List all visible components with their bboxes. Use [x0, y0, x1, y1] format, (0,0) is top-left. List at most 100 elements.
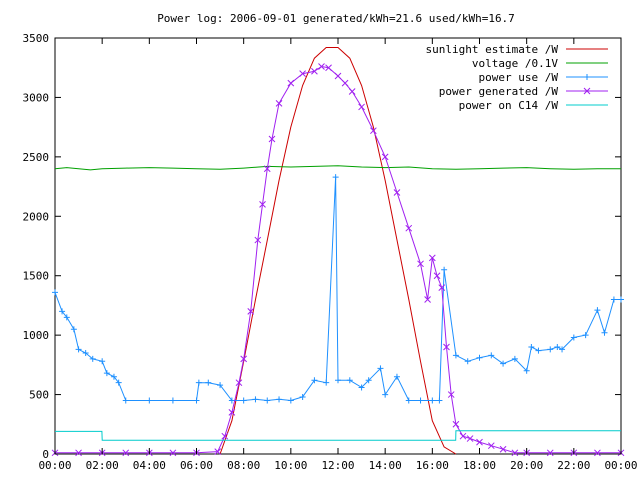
data-point	[325, 64, 332, 72]
data-point	[276, 396, 283, 403]
data-point	[464, 358, 471, 365]
data-point	[89, 355, 96, 362]
data-point	[452, 420, 460, 428]
y-tick-label: 500	[29, 389, 49, 402]
data-point	[299, 70, 306, 78]
data-point	[221, 432, 229, 440]
data-point	[195, 379, 202, 386]
series-layer	[51, 47, 625, 457]
x-tick-label: 16:00	[416, 459, 449, 472]
data-point	[438, 284, 446, 291]
data-point	[254, 236, 262, 244]
x-tick-label: 04:00	[133, 459, 166, 472]
data-point	[429, 397, 436, 404]
data-point	[193, 397, 200, 404]
data-point	[205, 379, 212, 386]
series-line	[55, 65, 621, 454]
data-point	[594, 307, 601, 314]
data-point	[459, 432, 467, 440]
data-point	[263, 165, 271, 173]
legend-label: sunlight estimate /W	[426, 43, 559, 56]
data-point	[487, 442, 495, 450]
data-point	[82, 349, 89, 356]
y-tick-label: 2000	[23, 210, 50, 223]
data-point	[228, 397, 235, 404]
data-point	[610, 296, 617, 303]
data-point	[382, 391, 389, 398]
data-point	[240, 397, 247, 404]
data-point	[443, 343, 450, 351]
data-point	[377, 365, 384, 372]
data-point	[146, 397, 153, 404]
y-tick-label: 1500	[23, 270, 50, 283]
x-tick-label: 14:00	[369, 459, 402, 472]
series-line	[55, 430, 621, 441]
data-point	[441, 266, 448, 273]
x-tick-label: 12:00	[321, 459, 354, 472]
data-point	[252, 396, 259, 403]
x-tick-label: 00:00	[604, 459, 637, 472]
data-point	[393, 189, 401, 196]
data-point	[358, 103, 365, 111]
legend-marker	[584, 74, 590, 80]
data-point	[535, 347, 542, 354]
data-point	[424, 296, 431, 303]
series-power-on-c14-w	[55, 430, 621, 441]
legend-item: power generated /W	[439, 85, 608, 98]
data-point	[323, 379, 330, 386]
data-point	[59, 308, 66, 315]
data-point	[523, 367, 530, 374]
data-point	[594, 449, 601, 457]
data-point	[433, 272, 441, 280]
y-tick-label: 3500	[23, 32, 50, 45]
data-point	[240, 355, 248, 363]
data-point	[528, 344, 535, 351]
data-point	[75, 449, 82, 457]
data-point	[63, 314, 70, 321]
data-point	[169, 397, 176, 404]
data-point	[247, 308, 255, 315]
data-point	[52, 289, 58, 296]
data-point	[370, 127, 377, 135]
x-tick-label: 02:00	[86, 459, 119, 472]
series-line	[54, 165, 621, 171]
y-tick-label: 2500	[23, 151, 50, 164]
legend-item: voltage /0.1V	[472, 57, 608, 70]
data-point	[559, 346, 566, 353]
data-point	[365, 377, 372, 384]
legend-marker	[583, 87, 591, 95]
data-point	[275, 100, 283, 107]
legend-label: voltage /0.1V	[472, 57, 558, 70]
y-tick-label: 0	[42, 448, 49, 461]
data-point	[122, 397, 129, 404]
data-point	[511, 355, 518, 362]
data-point	[268, 135, 276, 143]
data-point	[217, 382, 224, 389]
data-point	[332, 174, 339, 181]
data-point	[311, 377, 318, 384]
chart-title: Power log: 2006-09-01 generated/kWh=21.6…	[157, 12, 515, 25]
x-tick-label: 10:00	[274, 459, 307, 472]
x-tick-label: 22:00	[557, 459, 590, 472]
data-point	[287, 397, 294, 404]
data-point	[70, 326, 77, 333]
data-point	[103, 370, 110, 377]
data-point	[259, 201, 266, 208]
data-point	[341, 79, 349, 87]
data-point	[500, 360, 507, 367]
x-tick-label: 18:00	[463, 459, 496, 472]
y-tick-label: 3000	[23, 91, 50, 104]
series-line	[219, 47, 457, 455]
legend-label: power use /W	[479, 71, 559, 84]
data-point	[334, 72, 342, 80]
data-point	[476, 354, 483, 361]
series-power-generated-w	[51, 63, 625, 457]
data-point	[348, 88, 356, 95]
data-point	[318, 63, 325, 70]
data-point	[417, 397, 424, 404]
x-tick-label: 20:00	[510, 459, 543, 472]
data-point	[358, 384, 365, 391]
data-point	[393, 373, 400, 380]
